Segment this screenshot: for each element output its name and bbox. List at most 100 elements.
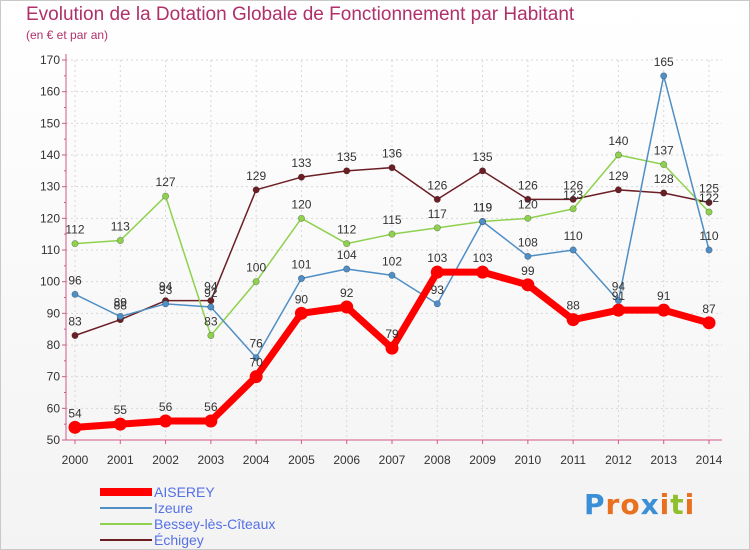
data-label: 165	[654, 55, 674, 69]
data-point	[521, 278, 535, 292]
data-point	[343, 167, 351, 175]
data-label: 88	[114, 299, 128, 313]
data-label: 127	[156, 175, 176, 189]
data-point	[385, 341, 399, 355]
data-labels: 83 88 94 94 129 133 135 136 126 135 126 126 129 128 12…	[65, 55, 719, 421]
logo-letter: o	[620, 488, 641, 521]
data-point	[479, 167, 487, 175]
data-label: 133	[291, 156, 311, 170]
data-point	[569, 205, 577, 213]
data-label: 103	[427, 251, 447, 265]
data-point	[340, 300, 354, 314]
data-point	[524, 214, 532, 222]
data-label: 140	[608, 134, 628, 148]
data-point	[569, 195, 577, 203]
x-tick-label: 2012	[605, 453, 632, 467]
data-label: 89	[114, 296, 128, 310]
data-point	[204, 414, 218, 428]
x-tick-label: 2003	[198, 453, 225, 467]
data-point	[702, 316, 716, 330]
y-tick-label: 80	[47, 338, 61, 352]
y-tick-label: 120	[40, 211, 60, 225]
y-tick-label: 100	[40, 275, 60, 289]
data-point	[566, 313, 580, 327]
data-point	[207, 303, 215, 311]
y-tick-label: 110	[41, 243, 60, 257]
data-label: 102	[382, 254, 402, 268]
data-label: 112	[337, 223, 356, 237]
data-label: 137	[654, 144, 674, 158]
data-label: 126	[563, 178, 583, 192]
legend-label: Échigey	[154, 532, 204, 548]
data-label: 126	[518, 178, 538, 192]
data-point	[113, 417, 127, 431]
x-tick-label: 2004	[243, 453, 270, 467]
x-tick-label: 2009	[469, 453, 496, 467]
data-point	[657, 303, 671, 317]
data-label: 83	[68, 315, 82, 329]
y-tick-label: 170	[40, 53, 60, 67]
data-point	[252, 278, 260, 286]
legend-label: Bessey-lès-Cîteaux	[154, 516, 275, 532]
data-label: 93	[159, 283, 173, 297]
data-point	[660, 161, 668, 169]
data-label: 91	[612, 289, 626, 303]
data-label: 56	[204, 400, 218, 414]
x-tick-label: 2006	[333, 453, 360, 467]
data-label: 96	[68, 273, 82, 287]
y-tick-label: 150	[40, 116, 60, 130]
data-point	[705, 208, 713, 216]
data-point	[343, 240, 351, 248]
legend-label: Izeure	[154, 500, 193, 516]
y-tick-label: 90	[47, 306, 61, 320]
data-label: 92	[204, 286, 218, 300]
data-label: 125	[699, 182, 719, 196]
data-label: 110	[699, 229, 718, 243]
data-label: 135	[473, 150, 493, 164]
data-point	[433, 300, 441, 308]
data-label: 112	[65, 223, 84, 237]
data-point	[71, 240, 79, 248]
y-tick-label: 50	[47, 433, 61, 447]
data-label: 110	[564, 229, 583, 243]
x-tick-label: 2014	[696, 453, 723, 467]
data-label: 126	[427, 178, 447, 192]
data-point	[159, 414, 173, 428]
data-point	[660, 189, 668, 197]
legend-label: AISEREY	[154, 484, 215, 500]
data-point	[476, 265, 490, 279]
data-label: 79	[385, 327, 399, 341]
data-point	[297, 274, 305, 282]
data-point	[297, 214, 305, 222]
data-point	[116, 237, 124, 245]
data-label: 99	[521, 264, 535, 278]
data-label: 113	[111, 220, 130, 234]
axes: 50 60 70 80 90 100 110 120 130 140 150 160 170 2000 20…	[40, 53, 723, 467]
data-label: 91	[657, 289, 671, 303]
data-label: 128	[654, 172, 674, 186]
data-point	[116, 312, 124, 320]
data-label: 120	[518, 197, 538, 211]
data-label: 115	[382, 213, 401, 227]
x-tick-label: 2011	[560, 453, 586, 467]
data-label: 93	[431, 283, 445, 297]
y-tick-label: 160	[40, 85, 60, 99]
data-point	[524, 252, 532, 260]
data-label: 120	[291, 197, 311, 211]
x-tick-label: 2010	[515, 453, 542, 467]
chart-title: Evolution de la Dotation Globale de Fonc…	[26, 4, 575, 25]
data-point	[252, 186, 260, 194]
data-label: 104	[337, 248, 357, 262]
data-label: 119	[473, 201, 492, 215]
y-tick-label: 60	[47, 401, 61, 415]
data-point	[297, 173, 305, 181]
data-point	[433, 224, 441, 232]
logo-letter: x	[640, 488, 660, 521]
x-tick-label: 2002	[152, 453, 179, 467]
data-label: 70	[249, 356, 263, 370]
data-label: 136	[382, 147, 402, 161]
data-point	[249, 370, 263, 384]
data-label: 129	[246, 169, 266, 183]
data-point	[162, 300, 170, 308]
